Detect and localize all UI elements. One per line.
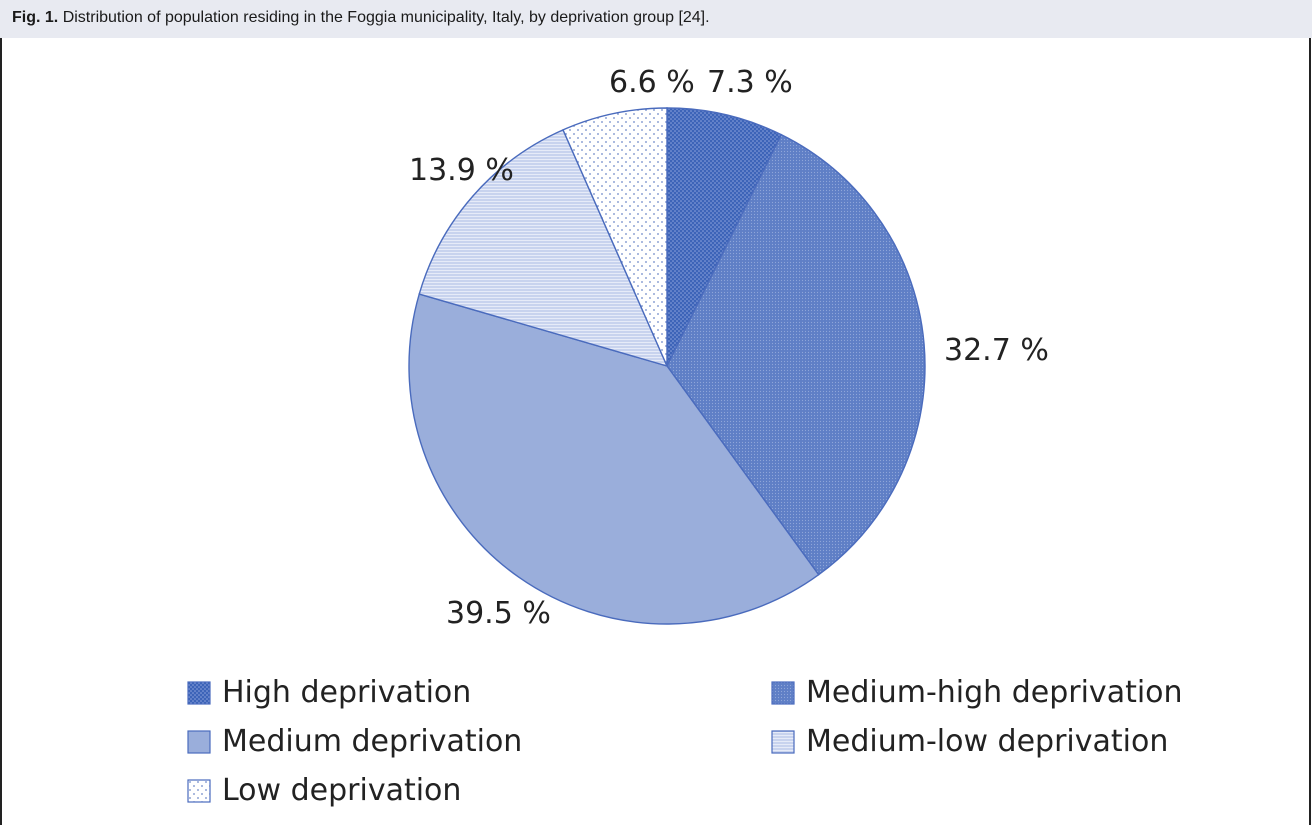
legend-label-medium-low-deprivation: Medium-low deprivation <box>806 724 1168 759</box>
data-label-medium-low-deprivation: 13.9 % <box>409 153 514 188</box>
figure-label: Fig. 1. <box>12 9 59 26</box>
pie-slice-medium-high-deprivation <box>666 133 926 576</box>
legend-label-low-deprivation: Low deprivation <box>222 773 461 808</box>
pie-slice-medium-low-deprivation <box>418 128 669 368</box>
legend-label-medium-high-deprivation: Medium-high deprivation <box>806 675 1183 710</box>
legend-label-high-deprivation: High deprivation <box>222 675 471 710</box>
data-label-medium-deprivation: 39.5 % <box>446 596 551 631</box>
legend-swatch-medium-low-deprivation <box>771 730 795 754</box>
frame-left-border <box>0 38 2 825</box>
pie-slice-medium-deprivation <box>408 293 820 625</box>
caption-bar <box>0 0 1312 38</box>
legend-swatch-medium-deprivation <box>187 730 211 754</box>
frame-right-border <box>1309 38 1311 825</box>
data-label-medium-high-deprivation: 32.7 % <box>944 333 1049 368</box>
legend-swatch-high-deprivation <box>187 681 211 705</box>
pie-slice-low-deprivation <box>562 107 668 367</box>
data-label-low-deprivation: 6.6 % <box>609 65 695 100</box>
data-label-high-deprivation: 7.3 % <box>707 65 793 100</box>
pie-slice-high-deprivation <box>666 107 783 367</box>
legend-swatch-medium-high-deprivation <box>771 681 795 705</box>
figure-caption: Fig. 1. Distribution of population resid… <box>12 9 710 27</box>
figure-caption-text: Distribution of population residing in t… <box>62 9 710 26</box>
legend-swatch-low-deprivation <box>187 779 211 803</box>
legend-label-medium-deprivation: Medium deprivation <box>222 724 522 759</box>
